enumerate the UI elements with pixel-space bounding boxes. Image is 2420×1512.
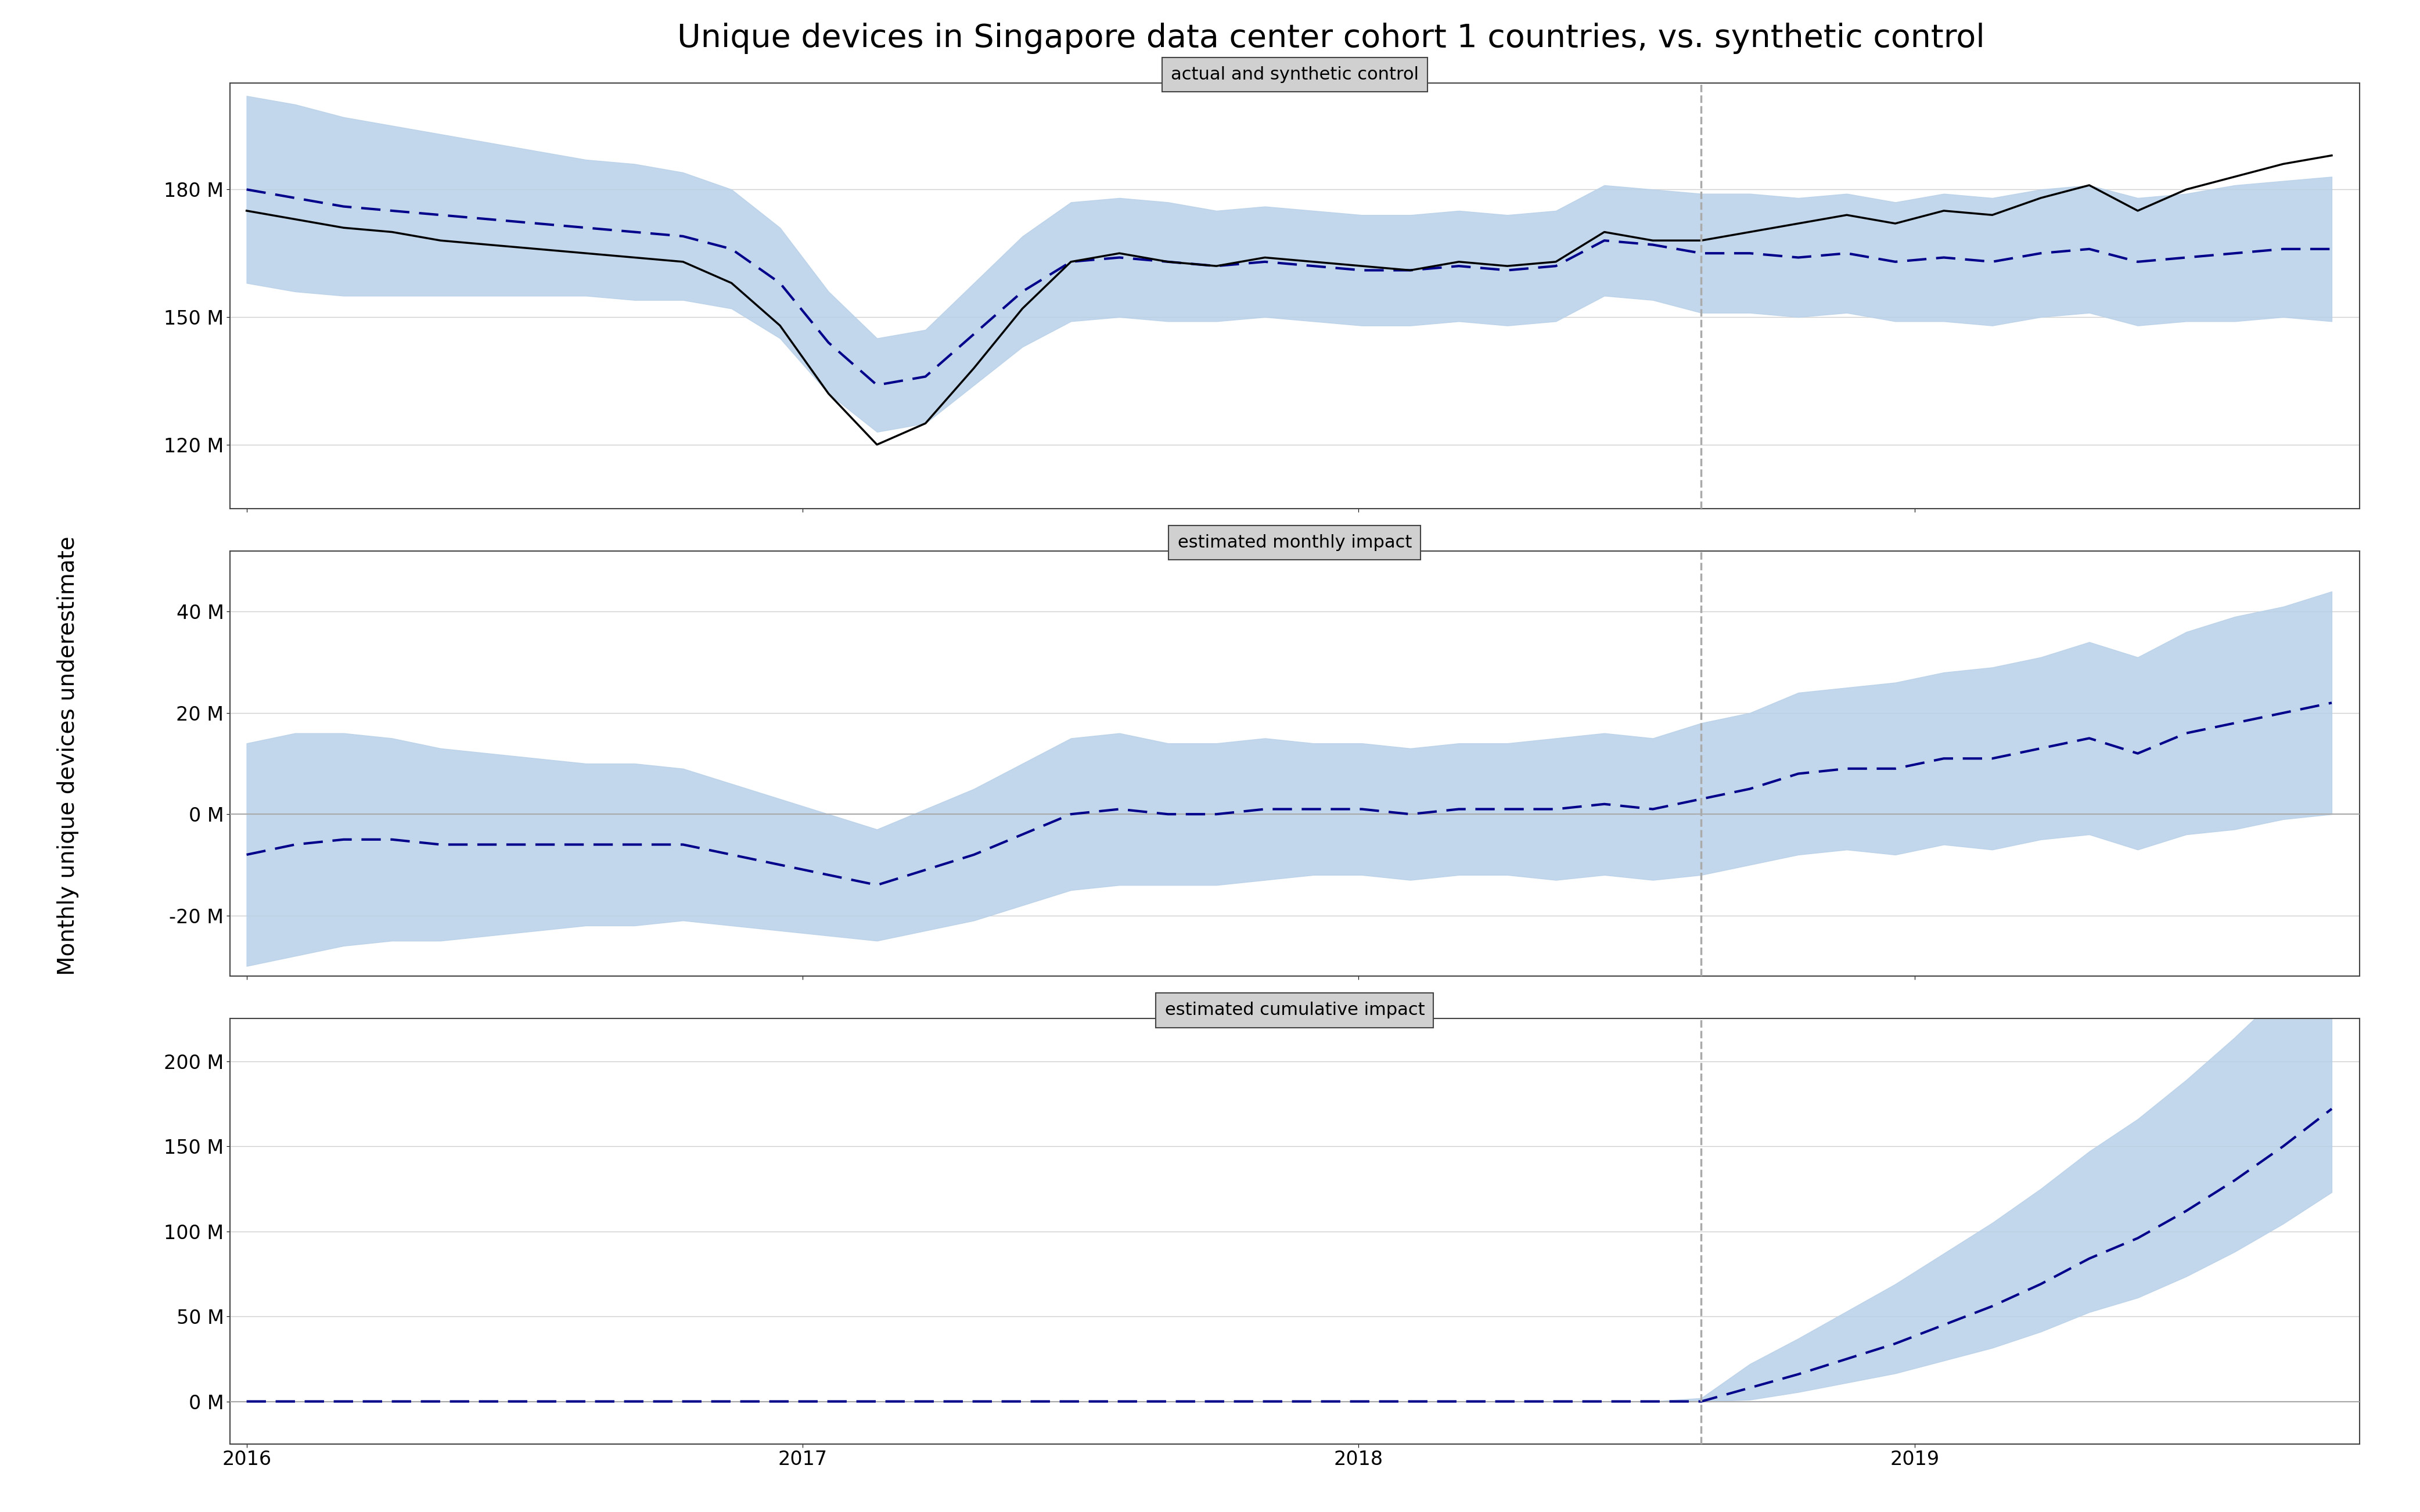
Text: Unique devices in Singapore data center cohort 1 countries, vs. synthetic contro: Unique devices in Singapore data center … bbox=[678, 23, 1984, 54]
Title: estimated cumulative impact: estimated cumulative impact bbox=[1164, 1002, 1425, 1019]
Title: actual and synthetic control: actual and synthetic control bbox=[1171, 67, 1418, 83]
Title: estimated monthly impact: estimated monthly impact bbox=[1179, 534, 1411, 550]
Text: Monthly unique devices underestimate: Monthly unique devices underestimate bbox=[56, 537, 80, 975]
